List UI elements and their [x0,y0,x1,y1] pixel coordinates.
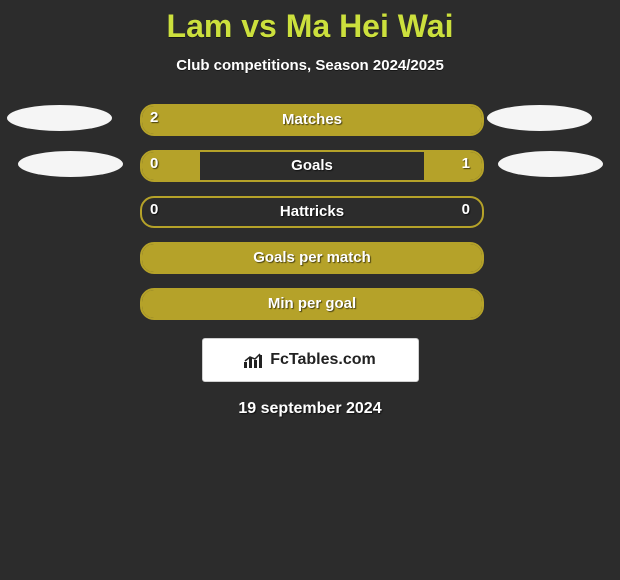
player-ellipse-right [487,105,592,131]
stat-bar: Matches [140,104,484,136]
stat-label: Hattricks [142,198,482,226]
player-ellipse-left [7,105,112,131]
stat-row: Min per goal [0,288,620,316]
logo-text: FcTables.com [270,351,376,369]
stat-value-left: 0 [150,150,158,178]
player-ellipse-right [498,151,603,177]
fctables-logo[interactable]: FcTables.com [202,338,419,382]
stat-bar: Min per goal [140,288,484,320]
stat-label: Goals per match [142,244,482,272]
stat-label: Goals [142,152,482,180]
date-label: 19 september 2024 [0,400,620,418]
page-title: Lam vs Ma Hei Wai [0,8,620,45]
stat-bar: Goals [140,150,484,182]
stat-value-left: 2 [150,104,158,132]
stat-bar: Goals per match [140,242,484,274]
stat-row: Matches2 [0,104,620,132]
stat-label: Matches [142,106,482,134]
stat-label: Min per goal [142,290,482,318]
player-ellipse-left [18,151,123,177]
stat-value-right: 1 [462,150,470,178]
stat-row: Goals0 1 [0,150,620,178]
stat-value-right: 0 [462,196,470,224]
chart-icon [244,352,264,368]
stat-value-left: 0 [150,196,158,224]
subtitle: Club competitions, Season 2024/2025 [0,57,620,74]
stat-row: Hattricks0 0 [0,196,620,224]
stat-bar: Hattricks [140,196,484,228]
stats-rows: Matches2Goals01Hattricks00Goals per matc… [0,104,620,316]
stat-row: Goals per match [0,242,620,270]
